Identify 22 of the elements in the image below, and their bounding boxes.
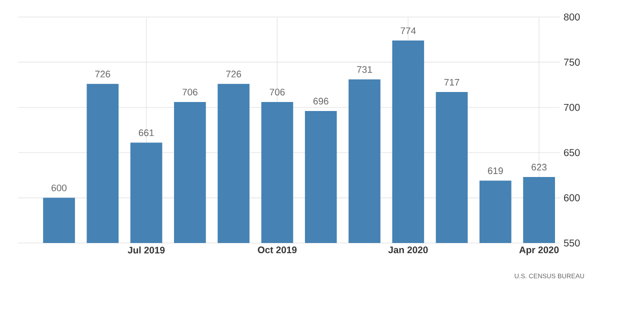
- data-label: 619: [488, 167, 503, 174]
- y-tick-label: 600: [564, 194, 580, 202]
- data-label: 600: [52, 184, 67, 192]
- x-tick-label: Oct 2019: [258, 246, 297, 254]
- y-tick-label: 750: [564, 58, 580, 66]
- x-tick-label: Apr 2020: [519, 246, 559, 256]
- y-tick-label: 650: [564, 149, 580, 156]
- data-label: 726: [226, 70, 242, 78]
- x-tick-label: Jul 2019: [128, 246, 165, 254]
- y-tick-label: 550: [564, 239, 580, 247]
- x-tick-label: Jan 2020: [388, 246, 428, 254]
- data-label: 726: [95, 70, 110, 78]
- data-label: 706: [182, 88, 198, 96]
- data-label: 731: [357, 66, 372, 73]
- data-label: 717: [444, 78, 460, 86]
- data-label: 623: [532, 164, 547, 170]
- data-label: 696: [313, 98, 328, 104]
- y-tick-label: 800: [564, 13, 580, 21]
- data-label: 706: [270, 88, 285, 96]
- data-label: 661: [138, 129, 154, 136]
- data-label: 774: [400, 27, 416, 34]
- y-tick-label: 700: [564, 104, 580, 111]
